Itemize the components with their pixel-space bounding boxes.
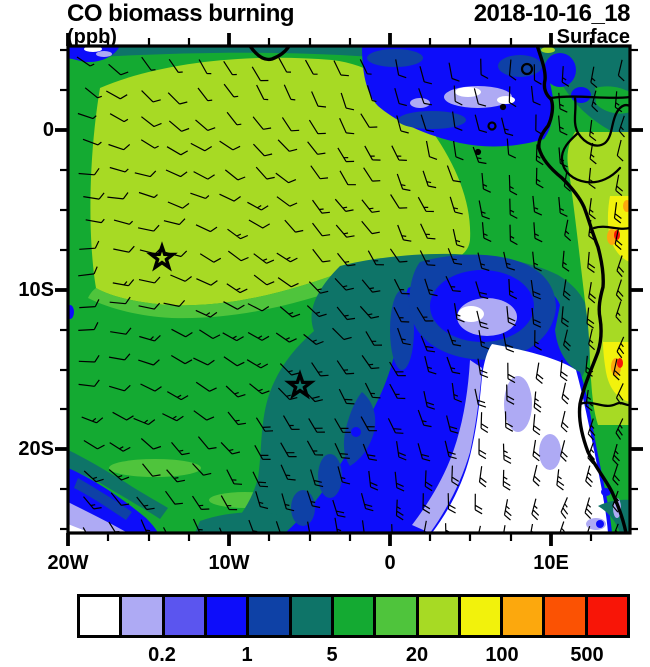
colorbar-cell <box>373 597 416 635</box>
colorbar-label-0.2: 0.2 <box>148 644 176 666</box>
x-tick-label-10e: 10E <box>533 552 569 574</box>
sw-teal-streak <box>68 450 168 519</box>
land-red-s <box>617 358 623 368</box>
wedge-lavender-1 <box>504 376 532 432</box>
colorbar-label-5: 5 <box>326 644 338 666</box>
x-tick-label-10w: 10W <box>208 552 250 574</box>
wind-barbs-layer <box>76 56 625 533</box>
star-marker <box>146 241 178 272</box>
ne-corner-blue-2 <box>571 87 591 103</box>
gulf-white-1 <box>455 87 481 97</box>
y-tick-label-0: 0 <box>42 119 54 141</box>
colorbar-cell <box>330 597 374 635</box>
country-border <box>560 131 622 184</box>
land-se-blue-1 <box>601 488 611 496</box>
navy-arc-4 <box>291 490 315 526</box>
colorbar-cell <box>542 597 585 635</box>
colorbar-label-1: 1 <box>241 644 253 666</box>
low-white <box>458 306 484 322</box>
sw-corner-navy-streak <box>74 478 132 520</box>
land-orange-ne <box>623 200 630 212</box>
land-se-teal <box>598 499 630 533</box>
gulf-navy-3 <box>398 111 466 129</box>
sw-corner-lavender <box>68 502 128 533</box>
nw-corner-blue <box>68 46 120 63</box>
colorbar-cell <box>246 597 289 635</box>
level-label: Surface <box>556 26 630 48</box>
colorbar-cell <box>500 597 543 635</box>
coastline <box>248 46 291 62</box>
ne-corner-blue-1 <box>544 53 576 87</box>
navy-arc-3 <box>318 454 342 498</box>
wind-barbs <box>76 56 625 533</box>
bottom-teal-patch-1 <box>195 512 310 533</box>
country-border <box>578 401 630 407</box>
contour-fill-layer <box>68 46 630 533</box>
country-border <box>549 95 630 100</box>
ne-corner-yellowgreen-dot <box>541 47 555 53</box>
nw-corner-lavender <box>96 51 112 57</box>
gulf-white-2 <box>497 96 515 104</box>
x-tick-label-20w: 20W <box>47 552 89 574</box>
gulf-navy-1 <box>367 49 423 67</box>
colorbar-cell <box>584 597 628 635</box>
plot-datetime: 2018-10-16_18 <box>473 0 631 27</box>
land-se-blue-2 <box>596 520 604 528</box>
x-tick-label-0: 0 <box>384 552 396 574</box>
axis-ticks <box>55 33 643 546</box>
coastline <box>535 46 628 533</box>
colorbar-cell <box>119 597 162 635</box>
island-outline <box>499 103 507 111</box>
y-tick-label-20s: 20S <box>18 438 54 460</box>
island-outline <box>520 62 534 76</box>
colorbar-cell <box>161 597 204 635</box>
wedge-west-lavender <box>412 360 482 533</box>
colorbar-cell <box>457 597 501 635</box>
colorbar-cell <box>80 597 120 635</box>
country-border <box>592 225 630 230</box>
colorbar-label-20: 20 <box>405 644 429 666</box>
gulf-lavender-2 <box>410 98 430 108</box>
units-label: (ppb) <box>67 26 117 48</box>
island-outline <box>474 148 482 156</box>
colorbar-cell <box>203 597 247 635</box>
nw-plume-yellowgreen <box>90 57 471 306</box>
colorbar <box>77 594 630 638</box>
geography-layer <box>248 46 630 533</box>
star-marker <box>284 369 316 400</box>
y-tick-label-10s: 10S <box>18 279 54 301</box>
teal-blue-dot <box>351 427 361 437</box>
gulf-navy-2 <box>498 55 542 77</box>
country-border <box>573 96 630 147</box>
colorbar-cell <box>288 597 331 635</box>
colorbar-label-100: 100 <box>485 644 519 666</box>
island-outline <box>487 121 497 131</box>
wedge-lavender-2 <box>539 434 561 470</box>
lightgreen-streak-sw-1 <box>109 459 201 477</box>
colorbar-label-500: 500 <box>570 644 604 666</box>
colorbar-cell <box>415 597 458 635</box>
plot-title: CO biomass burning <box>67 0 295 27</box>
